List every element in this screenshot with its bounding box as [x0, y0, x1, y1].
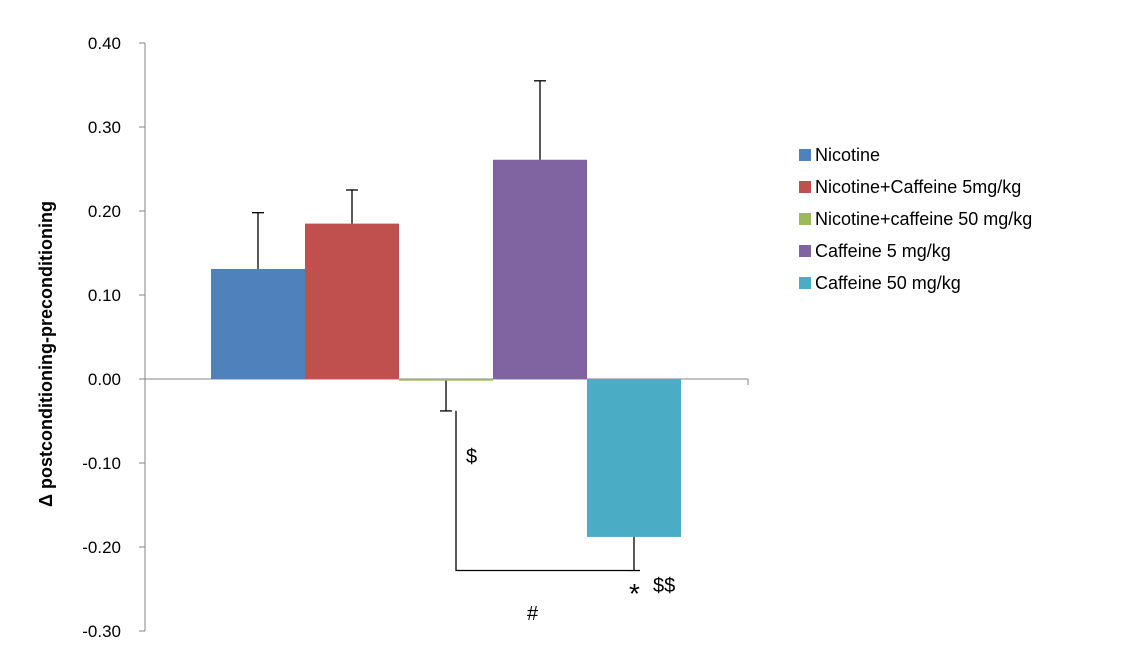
legend-label-2: Nicotine+Caffeine 5mg/kg — [815, 177, 1021, 197]
legend-label-3: Nicotine+caffeine 50 mg/kg — [815, 209, 1032, 229]
legend-swatch-4 — [799, 245, 811, 257]
bar-1 — [211, 268, 305, 379]
y-tick-label: -0.20 — [82, 538, 121, 557]
annotation-star: * — [629, 578, 640, 609]
legend-swatch-3 — [799, 213, 811, 225]
bar-3 — [399, 379, 493, 381]
y-tick-label: 0.20 — [88, 202, 121, 221]
y-tick-label: -0.10 — [82, 454, 121, 473]
bar-2 — [305, 223, 399, 379]
y-tick-label: 0.10 — [88, 286, 121, 305]
y-tick-label: 0.30 — [88, 118, 121, 137]
annotation-double-dollar: $$ — [653, 575, 675, 597]
y-axis-label: Δ postconditioning-preconditioning — [36, 201, 56, 507]
legend-label-5: Caffeine 50 mg/kg — [815, 273, 961, 293]
bar-4 — [493, 159, 587, 379]
legend-swatch-5 — [799, 277, 811, 289]
significance-brackets — [455, 410, 628, 572]
y-tick-label: -0.30 — [82, 622, 121, 641]
legend-label-4: Caffeine 5 mg/kg — [815, 241, 951, 261]
legend: Nicotine Nicotine+Caffeine 5mg/kg Nicotine… — [799, 145, 1032, 293]
y-tick-label: 0.40 — [88, 34, 121, 53]
annotation-dollar: $ — [466, 446, 477, 468]
legend-swatch-2 — [799, 181, 811, 193]
bar-5 — [587, 379, 681, 537]
bars — [211, 159, 681, 537]
legend-swatch-1 — [799, 149, 811, 161]
legend-label-1: Nicotine — [815, 145, 880, 165]
error-bars — [252, 80, 640, 572]
bracket-line — [455, 410, 628, 572]
axes: 0.40 0.30 0.20 0.10 0.00 -0.10 -0.20 -0.30 — [82, 34, 749, 641]
annotation-hash: # — [527, 603, 539, 625]
y-tick-label: 0.00 — [88, 370, 121, 389]
